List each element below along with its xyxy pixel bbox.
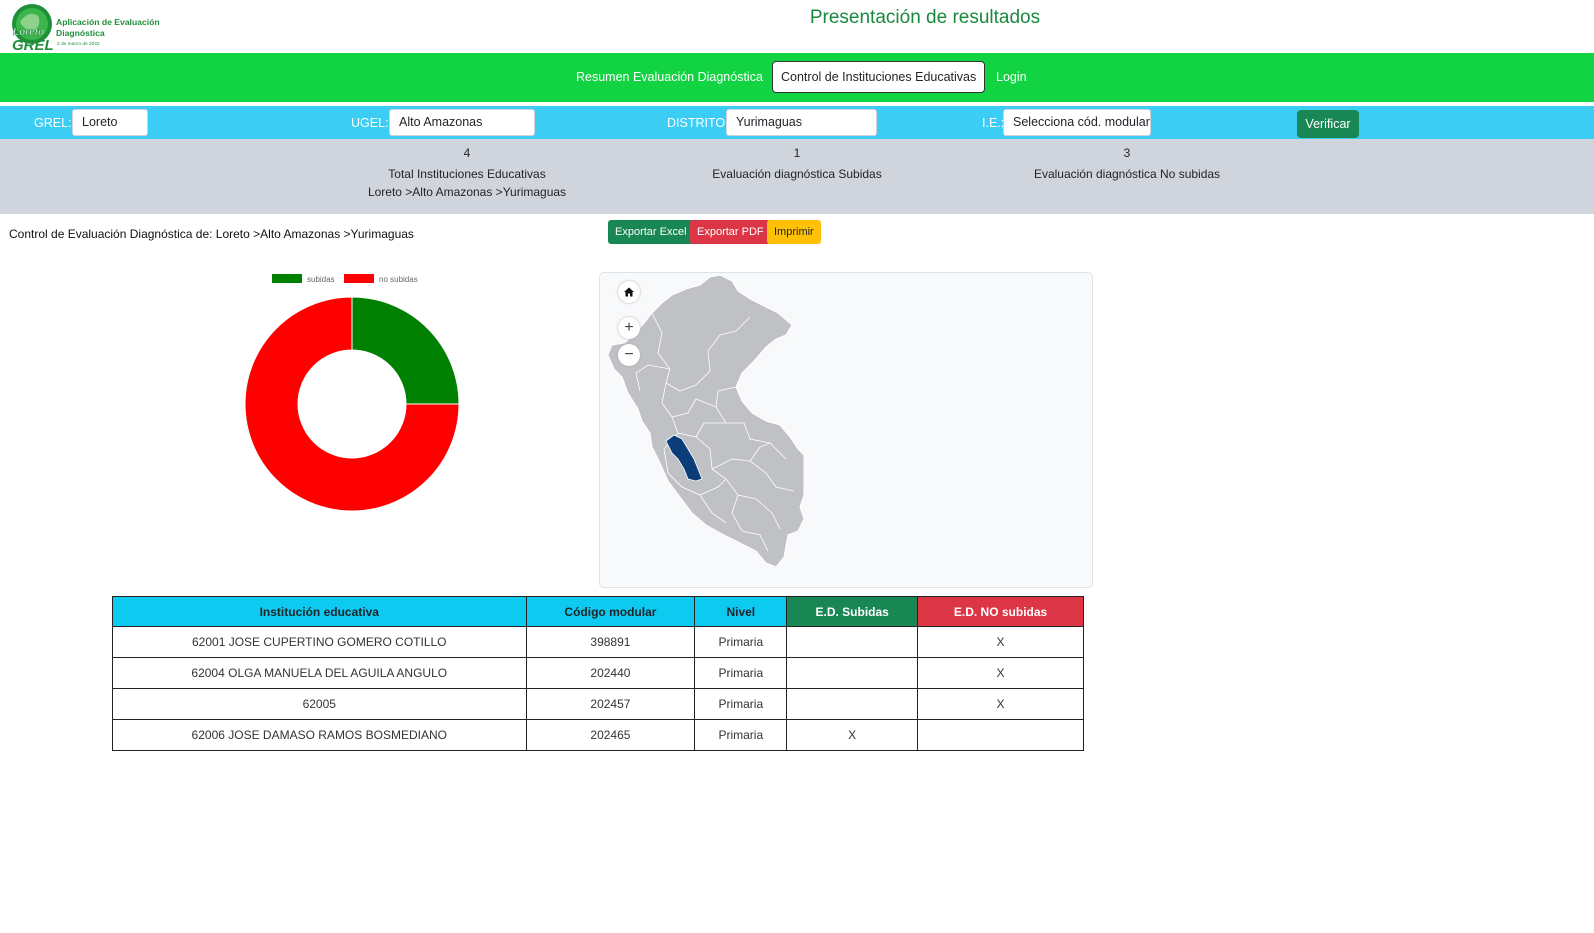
table-row: 62001 JOSE CUPERTINO GOMERO COTILLO 3988… [112, 626, 1084, 658]
grel-label: GREL: [34, 116, 72, 130]
cell-subidas [786, 688, 919, 720]
stat-nosubidas: 3 Evaluación diagnóstica No subidas [962, 145, 1292, 183]
ugel-label: UGEL: [351, 116, 389, 130]
filter-bar: GREL: Loreto UGEL: Alto Amazonas DISTRIT… [0, 106, 1594, 139]
cell-subidas [786, 626, 919, 658]
cell-codigo: 398891 [525, 626, 696, 658]
cell-no-subidas [917, 719, 1084, 751]
stat-nosubidas-number: 3 [1123, 146, 1131, 160]
table-row: 62006 JOSE DAMASO RAMOS BOSMEDIANO 20246… [112, 719, 1084, 751]
cell-nivel: Primaria [694, 657, 788, 689]
cell-codigo: 202465 [525, 719, 696, 751]
cell-nivel: Primaria [694, 719, 788, 751]
legend-label-subidas[interactable]: subidas [307, 275, 335, 284]
print-button[interactable]: Imprimir [767, 220, 821, 244]
map-zoom-out-button[interactable]: − [618, 344, 640, 366]
grel-logo: Loreto GREL Aplicación de Evaluación Dia… [12, 4, 160, 52]
table-row: 62005 202457 Primaria X [112, 688, 1084, 720]
stat-total-path: Loreto >Alto Amazonas >Yurimaguas [367, 185, 567, 199]
cell-codigo: 202457 [525, 688, 696, 720]
cell-institucion: 62004 OLGA MANUELA DEL AGUILA ANGULO [112, 657, 527, 689]
nav-divider [0, 102, 1594, 106]
cell-codigo: 202440 [525, 657, 696, 689]
map-zoom-in-button[interactable]: + [618, 317, 640, 339]
col-header-no-subidas[interactable]: E.D. NO subidas [917, 596, 1084, 627]
cell-no-subidas: X [917, 688, 1084, 720]
logo-brand: Loreto [13, 27, 44, 38]
map-home-button[interactable] [618, 281, 640, 303]
export-pdf-button[interactable]: Exportar PDF [690, 220, 771, 244]
distrito-label: DISTRITO: [667, 116, 729, 130]
nav-resumen[interactable]: Resumen Evaluación Diagnóstica [576, 70, 763, 84]
chart-slices [244, 296, 460, 512]
cell-institucion: 62001 JOSE CUPERTINO GOMERO COTILLO [112, 626, 527, 658]
map-region-borders [635, 312, 795, 552]
stat-total: 4 Total Instituciones Educativas Loreto … [302, 145, 632, 201]
donut-slice-no-subidas[interactable] [244, 296, 460, 512]
export-excel-button[interactable]: Exportar Excel [608, 220, 694, 244]
cell-nivel: Primaria [694, 688, 788, 720]
stat-subidas-label: Evaluación diagnóstica Subidas [712, 167, 882, 181]
ie-select[interactable]: Selecciona cód. modular [1003, 109, 1151, 136]
logo-title-2: Diagnóstica [56, 28, 105, 38]
stat-total-number: 4 [463, 146, 471, 160]
cell-subidas [786, 657, 919, 689]
control-title: Control de Evaluación Diagnóstica de: Lo… [9, 227, 414, 241]
chart-legend: subidas no subidas [272, 274, 418, 284]
legend-swatch-subidas[interactable] [272, 274, 302, 283]
stat-subidas-number: 1 [793, 146, 801, 160]
navbar: Resumen Evaluación Diagnóstica Control d… [0, 53, 1594, 102]
col-header-institucion[interactable]: Institución educativa [112, 596, 527, 627]
cell-no-subidas: X [917, 657, 1084, 689]
institutions-table: Institución educativa Código modular Niv… [112, 596, 1084, 751]
grel-select[interactable]: Loreto [72, 109, 148, 136]
legend-swatch-no-subidas[interactable] [344, 274, 374, 283]
verify-button[interactable]: Verificar [1297, 110, 1359, 138]
logo-date: 2 de marzo de 2022 [57, 41, 100, 47]
stats-panel: 4 Total Instituciones Educativas Loreto … [0, 139, 1594, 214]
header: Loreto GREL Aplicación de Evaluación Dia… [0, 0, 1594, 53]
peru-map[interactable]: + − [599, 272, 1093, 588]
logo-sub: GREL [12, 37, 54, 52]
stat-nosubidas-label: Evaluación diagnóstica No subidas [1033, 167, 1221, 181]
donut-slice-subidas[interactable] [351, 296, 460, 405]
table-header-row: Institución educativa Código modular Niv… [112, 596, 1084, 627]
col-header-subidas[interactable]: E.D. Subidas [786, 596, 919, 627]
table-row: 62004 OLGA MANUELA DEL AGUILA ANGULO 202… [112, 657, 1084, 689]
map-canvas[interactable] [600, 273, 1094, 589]
nav-control[interactable]: Control de Instituciones Educativas [772, 61, 986, 93]
map-region-peru[interactable] [607, 274, 805, 568]
distrito-select[interactable]: Yurimaguas [726, 109, 877, 136]
col-header-nivel[interactable]: Nivel [694, 596, 788, 627]
ugel-select[interactable]: Alto Amazonas [389, 109, 535, 136]
cell-subidas: X [786, 719, 919, 751]
cell-no-subidas: X [917, 626, 1084, 658]
page-title: Presentación de resultados [809, 7, 1041, 28]
stat-total-label: Total Instituciones Educativas [388, 167, 546, 181]
col-header-codigo[interactable]: Código modular [525, 596, 696, 627]
logo-title-1: Aplicación de Evaluación [56, 17, 160, 27]
nav-login[interactable]: Login [996, 70, 1027, 84]
cell-institucion: 62006 JOSE DAMASO RAMOS BOSMEDIANO [112, 719, 527, 751]
ie-label: I.E.: [982, 116, 1005, 130]
legend-label-no-subidas[interactable]: no subidas [379, 275, 418, 284]
cell-nivel: Primaria [694, 626, 788, 658]
map-region-highlighted[interactable] [665, 434, 703, 482]
stat-subidas: 1 Evaluación diagnóstica Subidas [632, 145, 962, 183]
donut-chart: subidas no subidas [244, 274, 460, 512]
cell-institucion: 62005 [112, 688, 527, 720]
home-icon [624, 287, 634, 297]
